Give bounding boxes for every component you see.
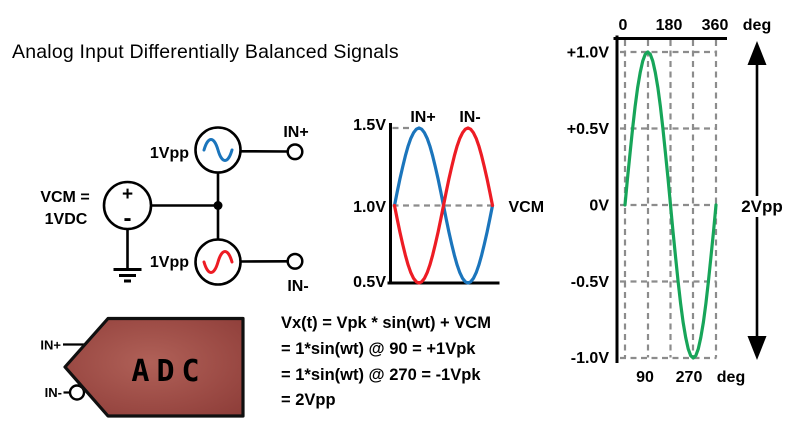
adc-body-shape [63,316,245,418]
series-label-in-minus: IN- [459,109,480,126]
y-tick-0v5: 0.5V [353,274,386,291]
x-tick-0: 0 [619,17,628,34]
adc-in-minus-label: IN- [45,385,62,400]
y-tick-plus1v: +1.0V [567,45,610,62]
sine-wave-icon-blue [202,138,234,162]
arrowhead-up-icon [747,41,767,65]
x-tick-180: 180 [656,17,683,34]
equation-line-4: = 2Vpp [281,391,336,410]
swing-arrow-icon: 2Vpp [737,41,789,360]
junction-dot [213,201,223,210]
source-top-amplitude-label: 1Vpp [150,145,189,162]
in-plus-terminal [286,143,304,161]
adc-label: ADC [131,354,206,389]
y-tick-minus0v5: -0.5V [571,274,610,291]
adc-in-plus-label: IN+ [40,338,61,353]
equation-line-3: = 1*sin(wt) @ 270 = -1Vpk [281,365,481,384]
equation-line-2: = 1*sin(wt) @ 90 = +1Vpk [281,339,476,358]
series-curve-Vxt [623,50,718,360]
x-unit-top: deg [743,17,771,34]
vcm-annotation: VCM [509,199,545,216]
y-tick-1v0: 1.0V [353,199,386,216]
page-title: Analog Input Differentially Balanced Sig… [12,41,399,63]
y-tick-minus1v: -1.0V [571,350,610,367]
arrowhead-down-icon [747,336,767,360]
y-tick-1v5: 1.5V [353,117,386,134]
y-tick-0v: 0V [589,198,609,215]
series-label-in-plus: IN+ [410,109,435,126]
source-bottom-amplitude-label: 1Vpp [150,254,189,271]
ground-icon [113,229,142,283]
differential-input-chart: 1.5V 1.0V 0.5V IN+ IN- VCM [353,109,544,291]
adc-inverting-bubble-icon [68,384,86,401]
adc-block: IN+ IN- ADC [40,316,245,418]
swing-annotation: 2Vpp [741,197,783,216]
output-swing-chart: 0 180 360 deg +1.0V +0.5V 0V -0.5V -1.0V… [567,17,789,386]
y-tick-plus0v5: +0.5V [567,121,610,138]
series-curve-IN- [392,126,495,285]
x-tick-270: 270 [676,369,703,386]
x-tick-90: 90 [636,369,654,386]
equation-block: Vx(t) = Vpk * sin(wt) + VCM = 1*sin(wt) … [281,311,491,414]
in-minus-label: IN- [287,278,308,295]
vcm-source-label-line1: VCM = [40,189,89,206]
x-tick-360: 360 [702,17,729,34]
plus-sign: + [122,184,133,205]
minus-sign: - [124,205,132,232]
circuit-diagram: VCM = 1VDC + - 1Vpp IN+ [40,124,308,295]
x-unit-bottom: deg [717,369,745,386]
in-plus-label: IN+ [283,124,308,141]
sine-wave-icon-red [202,250,234,274]
in-minus-terminal [286,252,304,270]
vcm-source-label-line2: 1VDC [45,211,88,228]
equation-line-1: Vx(t) = Vpk * sin(wt) + VCM [281,314,491,332]
